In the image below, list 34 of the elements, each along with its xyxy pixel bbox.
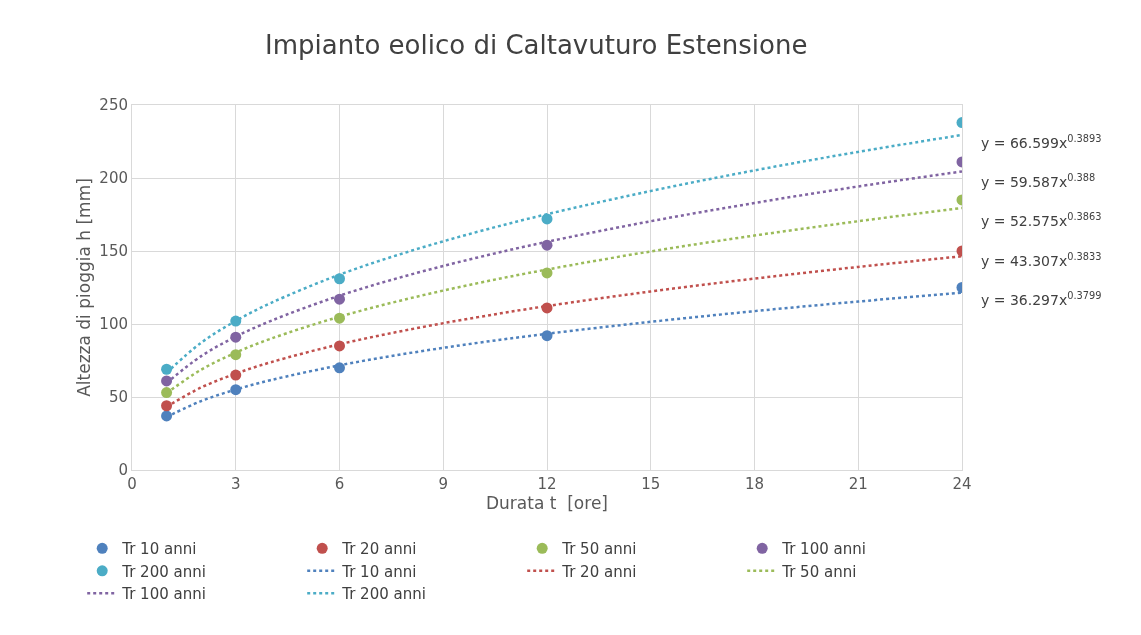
legend-label: Tr 100 anni — [121, 585, 206, 604]
text: y = 59.587x$^{0.388}$ — [981, 172, 1096, 190]
y-tick-label: 250 — [99, 96, 128, 115]
x-axis-title: Durata t [ore] — [486, 493, 608, 513]
x-tick-label: 15 — [641, 475, 661, 493]
chart-title: Impianto eolico di Caltavuturo Estensione — [265, 29, 808, 60]
legend-label: Tr 100 anni — [781, 540, 866, 559]
x-tick-label: 12 — [537, 475, 557, 493]
legend-label: Tr 200 anni — [121, 562, 206, 581]
x-tick-label: 6 — [334, 475, 345, 493]
y-tick-label: 50 — [108, 388, 128, 407]
y-tick-label: 150 — [99, 242, 128, 261]
y-tick-label: 100 — [99, 315, 128, 334]
x-tick-label: 24 — [952, 475, 972, 493]
x-tick-label: 9 — [438, 475, 449, 493]
x-tick-label: 18 — [744, 475, 765, 493]
legend-label: Tr 10 anni — [121, 540, 197, 559]
text: y = 52.575x$^{0.3863}$ — [981, 211, 1102, 229]
y-tick-label: 200 — [99, 169, 128, 188]
text: y = 36.297x$^{0.3799}$ — [981, 290, 1102, 308]
y-axis-title: Altezza di pioggia h [mm] — [73, 178, 94, 397]
legend-label: Tr 20 anni — [341, 540, 417, 559]
x-tick-label: 21 — [848, 475, 868, 493]
point — [161, 387, 173, 399]
legend-label: Tr 200 anni — [341, 585, 426, 604]
legend-label: Tr 10 anni — [341, 562, 417, 581]
text: y = 66.599x$^{0.3893}$ — [981, 133, 1102, 151]
legend-label: Tr 50 anni — [781, 562, 857, 581]
y-tick-label: 0 — [118, 461, 128, 480]
text: y = 43.307x$^{0.3833}$ — [981, 251, 1102, 269]
point — [161, 400, 173, 412]
legend-label: Tr 50 anni — [561, 540, 637, 559]
legend-label: Tr 20 anni — [561, 562, 637, 581]
x-tick-label: 3 — [230, 475, 241, 493]
